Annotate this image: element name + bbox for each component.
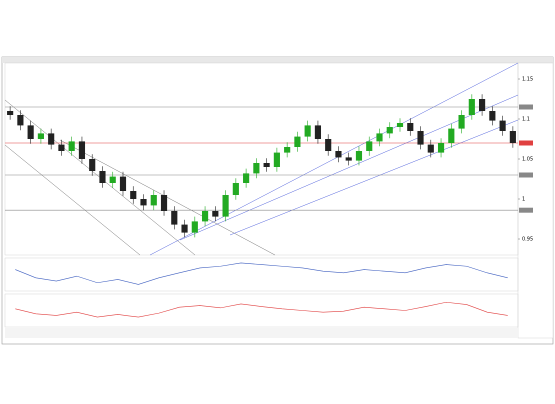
candle-body	[273, 152, 280, 167]
candle-body	[78, 141, 86, 159]
candle-body	[499, 120, 506, 131]
y-tick-label: 1.15	[522, 77, 533, 83]
channel-line	[4, 144, 141, 256]
candle-body	[407, 123, 414, 131]
candle-body	[386, 127, 393, 134]
level-marker	[519, 172, 533, 178]
candle-body	[27, 125, 34, 139]
toolbar[interactable]	[2, 57, 553, 63]
candle-body	[243, 173, 250, 183]
candle-body	[7, 111, 14, 115]
candle-body	[458, 115, 465, 129]
candle-body	[232, 183, 239, 195]
candle-body	[181, 224, 188, 233]
indicator-line	[15, 262, 508, 285]
y-tick-label: 0.95	[522, 237, 533, 243]
y-tick-label: 1.05	[522, 157, 533, 163]
candle-body	[345, 157, 352, 161]
level-marker	[519, 104, 533, 110]
y-tick-label: 1	[522, 197, 525, 203]
candle-body	[68, 141, 75, 151]
candle-body	[335, 151, 342, 158]
candle-body	[191, 221, 198, 233]
candle-body	[58, 144, 65, 151]
candle-body	[130, 191, 137, 199]
candle-body	[171, 211, 178, 225]
candle-body	[417, 131, 424, 145]
level-marker	[519, 207, 533, 213]
candle-body	[427, 144, 434, 153]
window-frame	[1, 56, 554, 345]
level-marker	[519, 140, 533, 146]
candle-body	[89, 159, 96, 171]
candle-body	[448, 128, 455, 143]
candle-body	[489, 111, 496, 121]
indicator-line	[15, 301, 508, 318]
candle-body	[304, 125, 311, 137]
candle-body	[17, 115, 24, 126]
candle-body	[150, 195, 157, 206]
candle-body	[355, 151, 363, 161]
candle-body	[160, 195, 168, 211]
candle-body	[396, 123, 404, 127]
candle-body	[314, 125, 322, 139]
candle-body	[376, 133, 383, 142]
candle-body	[366, 141, 373, 151]
time-axis	[5, 328, 518, 338]
channel-line	[229, 119, 519, 236]
candle-body	[263, 163, 270, 167]
candle-body	[201, 211, 209, 222]
candle-body	[468, 99, 475, 115]
channel-line	[149, 62, 519, 256]
candle-body	[37, 133, 44, 139]
candle-body	[119, 176, 127, 191]
candle-body	[222, 195, 229, 217]
candle-body	[48, 133, 55, 145]
candle-body	[294, 136, 301, 147]
candle-body	[253, 163, 260, 174]
candle-body	[325, 139, 332, 151]
candle-body	[212, 211, 219, 217]
indicator-panel	[4, 257, 519, 292]
candle-body	[109, 176, 116, 183]
indicator-panel	[4, 293, 519, 328]
candle-body	[284, 147, 291, 153]
candle-body	[509, 131, 516, 143]
candle-body	[99, 171, 106, 183]
channel-line	[59, 139, 276, 256]
candle-body	[479, 99, 486, 111]
candle-body	[437, 143, 445, 153]
y-tick-label: 1.1	[522, 117, 530, 123]
candle-body	[140, 199, 147, 206]
